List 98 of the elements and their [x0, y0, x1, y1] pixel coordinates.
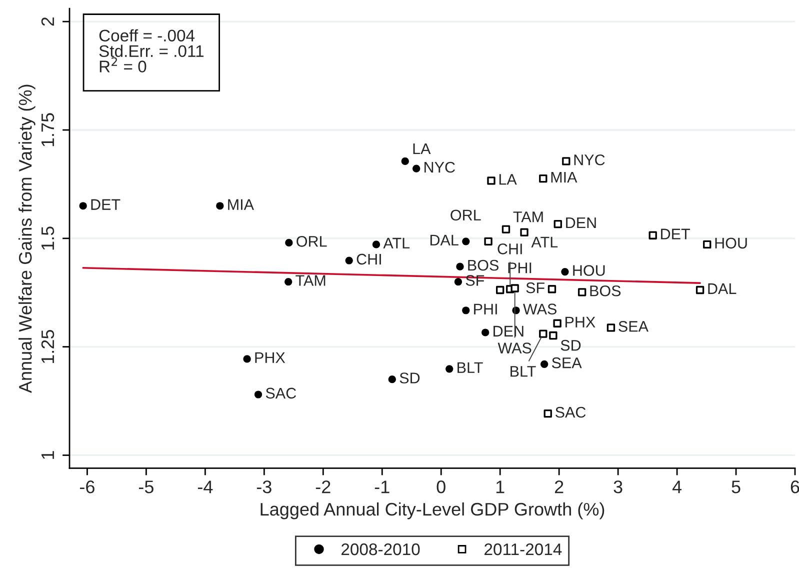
y-axis-title: Annual Welfare Gains from Variety (%) [18, 84, 36, 394]
point [562, 157, 570, 166]
legend-label: 2008-2010 [342, 543, 420, 556]
annotation: ATL [383, 238, 410, 248]
point [487, 176, 496, 185]
legend-label: 2011-2014 [484, 543, 562, 556]
annotation: WAS [523, 304, 556, 314]
point [540, 360, 548, 368]
annotation: NYC [574, 154, 605, 166]
point [388, 376, 396, 384]
annotation: BOS [468, 260, 498, 271]
annotation: CHI [356, 254, 381, 265]
point [484, 237, 492, 246]
annotation: TAM [513, 212, 543, 222]
point [648, 231, 657, 240]
annotation: PHX [255, 352, 286, 363]
annotation: ORL [450, 210, 481, 221]
annotation: BLT [510, 366, 536, 377]
annotation: BOS [590, 285, 621, 296]
point [520, 228, 528, 236]
annotation: SF [526, 282, 544, 294]
x-tick-label: 5 [732, 480, 740, 494]
point [254, 390, 262, 398]
point [549, 331, 558, 340]
annotation: SD [400, 372, 420, 384]
point [561, 268, 569, 276]
x-tick-label: 1 [496, 480, 504, 494]
annotation: DET [661, 228, 690, 240]
annotation: LA [413, 144, 431, 154]
annotation: NYC [424, 162, 455, 173]
point [539, 330, 548, 338]
point [462, 306, 470, 314]
annotation: LA [499, 174, 517, 185]
annotation: DET [91, 199, 120, 210]
point [544, 409, 552, 418]
point [412, 164, 420, 172]
point [510, 284, 519, 292]
point [578, 288, 586, 296]
y-tick-label: 1.75 [42, 113, 54, 146]
point [496, 286, 504, 294]
annotation: MIA [228, 199, 254, 210]
x-tick-label: -1 [374, 480, 390, 494]
point [401, 157, 409, 166]
x-tick-label: -2 [316, 480, 330, 494]
x-tick-label: -5 [138, 480, 154, 494]
point [703, 240, 712, 249]
annotation: MIA [551, 172, 578, 182]
annotation: PHX [566, 316, 596, 328]
x-tick-label: 6 [790, 480, 799, 494]
annotation: SEA [618, 321, 648, 332]
annotation: SAC [266, 388, 296, 399]
annotation: BLT [458, 362, 483, 373]
x-tick-label: 3 [614, 480, 622, 494]
annotation: Coeff = -.004 Std.Err. = .011 R$^{2}$ = 0 [99, 29, 204, 72]
x-tick-label: -3 [256, 480, 272, 494]
point [285, 238, 293, 247]
y-tick-label: 1.5 [42, 226, 54, 250]
y-tick-label: 1.25 [41, 330, 54, 363]
point [553, 319, 562, 328]
annotation: PHI [474, 304, 497, 314]
x-tick-label: 0 [436, 480, 446, 494]
x-tick-label: -4 [198, 480, 213, 494]
annotation: DEN [566, 218, 596, 228]
annotation: TAM [296, 275, 326, 286]
point [456, 262, 464, 270]
point [502, 225, 510, 234]
x-axis-title: Lagged Annual City-Level GDP Growth (%) [260, 502, 604, 520]
point [372, 240, 380, 248]
point [216, 202, 224, 210]
annotation: SAC [556, 406, 586, 418]
x-tick-label: 2 [554, 480, 564, 494]
x-tick-label: -6 [80, 480, 94, 494]
annotation: WAS [498, 342, 532, 354]
point [454, 278, 462, 286]
annotation: CHI [498, 244, 522, 254]
point [606, 324, 616, 332]
point [243, 355, 251, 363]
point [696, 286, 704, 294]
point [284, 278, 292, 286]
annotation: DAL [430, 234, 458, 246]
y-tick-label: 1 [42, 451, 54, 459]
point [539, 174, 548, 183]
annotation: HOU [715, 238, 747, 249]
point [462, 238, 470, 246]
point [446, 365, 454, 373]
annotation: ATL [531, 236, 558, 248]
point [345, 256, 353, 264]
x-tick-label: 4 [672, 480, 682, 494]
point [554, 220, 562, 228]
y-tick-label: 2 [41, 17, 54, 26]
annotation: DAL [708, 283, 736, 294]
point [548, 285, 556, 294]
annotation: HOU [573, 265, 605, 276]
annotation: SD [560, 340, 581, 351]
annotation: SEA [552, 357, 582, 368]
point [482, 328, 490, 336]
annotation: ORL [296, 236, 327, 247]
point [79, 202, 87, 210]
